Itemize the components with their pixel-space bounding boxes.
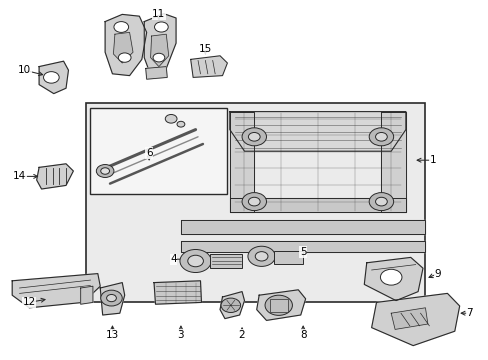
- Polygon shape: [105, 14, 146, 76]
- Polygon shape: [144, 14, 176, 77]
- Polygon shape: [113, 32, 133, 63]
- Polygon shape: [190, 56, 227, 77]
- Polygon shape: [181, 241, 425, 252]
- Text: 15: 15: [198, 44, 212, 54]
- Polygon shape: [81, 286, 93, 304]
- Circle shape: [153, 53, 164, 62]
- Polygon shape: [154, 281, 201, 304]
- Circle shape: [118, 53, 131, 62]
- Polygon shape: [229, 112, 405, 151]
- Bar: [210, 254, 242, 268]
- Text: 13: 13: [105, 330, 119, 340]
- Polygon shape: [381, 112, 405, 212]
- Circle shape: [154, 22, 168, 32]
- Circle shape: [368, 128, 393, 146]
- Polygon shape: [12, 274, 100, 308]
- Circle shape: [375, 197, 386, 206]
- Polygon shape: [390, 308, 427, 329]
- Polygon shape: [371, 293, 459, 346]
- Polygon shape: [100, 283, 124, 315]
- Polygon shape: [181, 220, 425, 234]
- Circle shape: [101, 168, 109, 174]
- Polygon shape: [220, 292, 244, 319]
- Circle shape: [248, 132, 260, 141]
- Text: 1: 1: [428, 155, 435, 165]
- Text: 10: 10: [18, 65, 31, 75]
- Text: 11: 11: [152, 9, 165, 19]
- Text: 12: 12: [22, 297, 36, 307]
- Circle shape: [96, 165, 114, 177]
- Polygon shape: [145, 67, 167, 79]
- Polygon shape: [150, 34, 168, 67]
- Circle shape: [380, 269, 401, 285]
- Bar: [90, 108, 227, 194]
- Text: 4: 4: [170, 254, 177, 264]
- Circle shape: [272, 301, 285, 310]
- Polygon shape: [256, 290, 305, 320]
- Circle shape: [264, 295, 292, 315]
- Text: 6: 6: [145, 148, 152, 158]
- Text: 2: 2: [238, 330, 245, 340]
- Circle shape: [242, 193, 266, 211]
- Circle shape: [221, 298, 240, 312]
- Polygon shape: [229, 198, 405, 212]
- Circle shape: [255, 252, 267, 261]
- Bar: [273, 251, 303, 264]
- Circle shape: [43, 72, 59, 83]
- Circle shape: [101, 290, 122, 306]
- Bar: [85, 103, 425, 302]
- Text: 5: 5: [299, 247, 306, 257]
- Circle shape: [114, 22, 128, 32]
- Polygon shape: [364, 257, 422, 301]
- Text: 8: 8: [299, 330, 306, 340]
- Circle shape: [248, 197, 260, 206]
- Text: 7: 7: [465, 308, 472, 318]
- Bar: [269, 299, 287, 312]
- Polygon shape: [229, 112, 254, 212]
- Circle shape: [242, 128, 266, 146]
- Circle shape: [368, 193, 393, 211]
- Circle shape: [106, 294, 116, 302]
- Text: 3: 3: [177, 330, 184, 340]
- Polygon shape: [39, 61, 68, 94]
- Circle shape: [180, 249, 211, 273]
- Circle shape: [247, 246, 275, 266]
- Text: 9: 9: [433, 269, 440, 279]
- Circle shape: [187, 255, 203, 267]
- Circle shape: [165, 114, 177, 123]
- Text: 14: 14: [13, 171, 26, 181]
- Circle shape: [177, 121, 184, 127]
- Polygon shape: [37, 164, 73, 189]
- Circle shape: [375, 132, 386, 141]
